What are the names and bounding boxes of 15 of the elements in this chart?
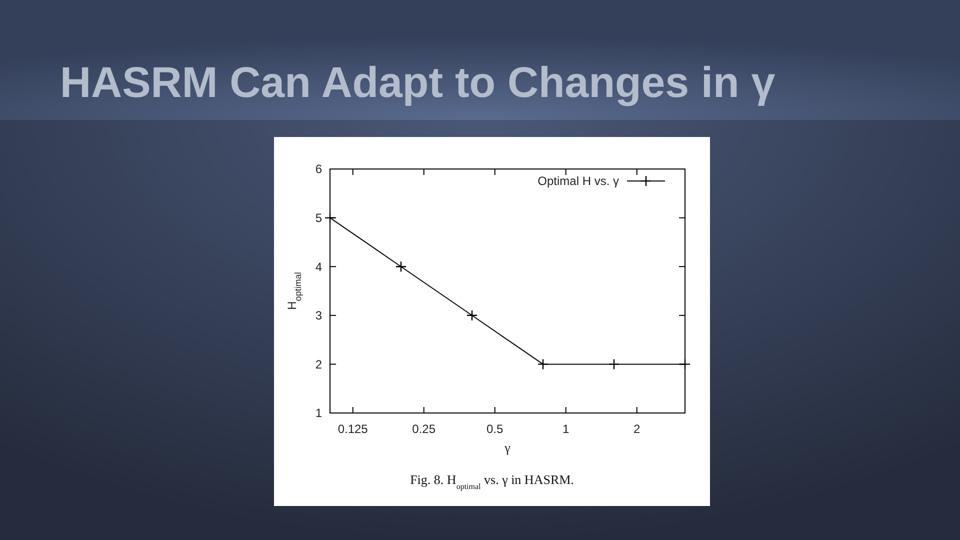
legend-label: Optimal H vs. γ <box>538 174 619 188</box>
y-tick-label: 2 <box>315 357 322 372</box>
x-axis-title: γ <box>504 440 511 455</box>
y-tick-label: 1 <box>315 406 322 420</box>
y-tick-label: 6 <box>315 162 322 176</box>
y-tick-label: 4 <box>315 260 322 274</box>
x-tick-label: 0.25 <box>412 422 436 436</box>
y-tick-label: 5 <box>315 211 322 225</box>
x-tick-label: 2 <box>634 422 641 436</box>
chart-title: HASRM Can Adapt to Changes in γ <box>60 59 776 107</box>
caption: Fig. 8. H$_{optimal}$ vs. γ in HASRM. <box>410 472 574 490</box>
y-tick-label: 3 <box>315 308 322 323</box>
x-tick-label: 1 <box>562 422 570 436</box>
x-tick-label: 0.5 <box>486 422 504 436</box>
x-tick-label: 0.125 <box>338 422 368 436</box>
